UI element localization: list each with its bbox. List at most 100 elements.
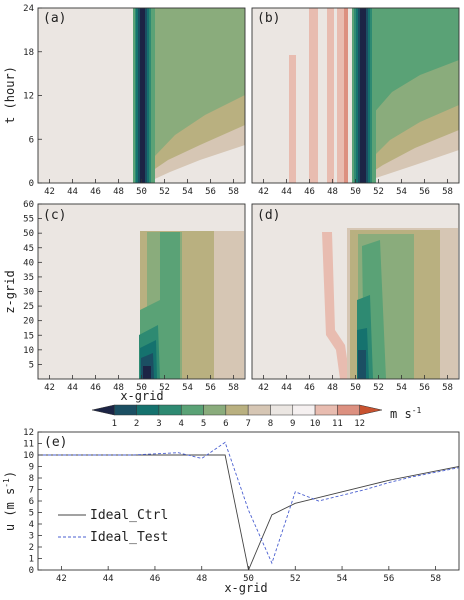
- colorbar-swatch: [359, 404, 383, 416]
- panel-e-ytick-label: 11: [23, 440, 34, 450]
- colorbar-unit: m s-1: [390, 406, 422, 421]
- colorbar-tick-label: 1: [112, 419, 117, 429]
- panel-e-ytick-label: 1: [29, 555, 34, 565]
- colorbar-tick-label: 9: [290, 419, 295, 429]
- panel-a-x-ticks: 42 44 46 48 50 52 54 56 58: [44, 179, 239, 197]
- colorbar-swatch: [270, 404, 294, 416]
- panel-a-contours: [133, 8, 245, 183]
- panel-d-xtick-label: 48: [327, 383, 338, 393]
- panel-d-xtick-label: 46: [304, 383, 315, 393]
- panel-b-x-ticks: 42 44 46 48 50 52 54 56 58: [258, 179, 453, 197]
- panel-c-contours: [139, 231, 244, 379]
- panel-e-ytick-label: 12: [23, 428, 34, 438]
- panel-e-label: (e): [44, 435, 67, 450]
- mid-xlabel: x-grid: [120, 389, 163, 403]
- panel-c-xtick-label: 50: [136, 383, 147, 393]
- panel-a-ytick-label: 24: [23, 4, 34, 14]
- panel-c-ytick-label: 60: [23, 200, 34, 210]
- panel-e-ytick-label: 2: [29, 543, 34, 553]
- panel-a-xtick-label: 42: [44, 187, 55, 197]
- panel-e-xlabel: x-grid: [224, 581, 267, 595]
- colorbar: 1 2 3 4 5 6 7 8 9 10 11 12: [91, 404, 383, 429]
- panel-d-label: (d): [257, 208, 280, 223]
- panel-e-ytick-label: 7: [29, 486, 34, 496]
- panel-e: (e) 42 44 46 48 50 52 54 56 58 0123456789101112 …: [2, 428, 460, 595]
- colorbar-tick-label: 11: [332, 419, 343, 429]
- colorbar-tick-label: 5: [201, 419, 206, 429]
- panel-e-xtick-label: 42: [56, 574, 67, 584]
- colorbar-swatch: [203, 404, 227, 416]
- panel-d-xtick-label: 50: [350, 383, 361, 393]
- colorbar-tick-label: 6: [223, 419, 228, 429]
- colorbar-tick-label: 8: [268, 419, 273, 429]
- colorbar-swatch: [91, 404, 115, 416]
- panel-d-x-ticks: 42 44 46 48 50 52 54 56 58: [258, 375, 453, 393]
- panel-d-xtick-label: 42: [258, 383, 269, 393]
- panel-b-xtick-label: 58: [442, 187, 453, 197]
- panel-c-ytick-label: 55: [23, 215, 34, 225]
- panel-b-xtick-label: 54: [396, 187, 407, 197]
- colorbar-tick-label: 4: [179, 419, 184, 429]
- panel-e-ytick-label: 10: [23, 451, 34, 461]
- panel-e-xtick-label: 56: [383, 574, 394, 584]
- panel-e-ytick-label: 6: [29, 497, 34, 507]
- panel-a-ytick-label: 12: [23, 92, 34, 102]
- panel-c-ytick-label: 15: [23, 331, 34, 341]
- panel-c-xtick-label: 46: [90, 383, 101, 393]
- panel-b-xtick-label: 50: [350, 187, 361, 197]
- panel-c-y-ticks: 5 10 15 20 25 30 35 40 45 50 55 60: [23, 200, 42, 370]
- colorbar-tick-label: 10: [310, 419, 321, 429]
- panel-e-series: [38, 441, 459, 570]
- panel-b-contours: [289, 8, 459, 183]
- panel-c-ytick-label: 50: [23, 229, 34, 239]
- top-ylabel: t (hour): [3, 66, 17, 124]
- colorbar-swatch: [114, 404, 137, 416]
- panel-c-xtick-label: 48: [113, 383, 124, 393]
- colorbar-swatch: [314, 404, 338, 416]
- colorbar-tick-label: 3: [156, 419, 161, 429]
- colorbar-swatch: [247, 404, 271, 416]
- colorbar-tick-label: 7: [245, 419, 250, 429]
- panel-d-xtick-label: 44: [281, 383, 292, 393]
- panel-d-xtick-label: 56: [419, 383, 430, 393]
- panel-e-xtick-label: 54: [337, 574, 348, 584]
- panel-a-label: (a): [43, 11, 66, 26]
- panel-b-xtick-label: 48: [327, 187, 338, 197]
- panel-d-xtick-label: 52: [373, 383, 384, 393]
- panel-c-ytick-label: 10: [23, 346, 34, 356]
- panel-c-ytick-label: 45: [23, 244, 34, 254]
- panel-a-xtick-label: 54: [182, 187, 193, 197]
- panel-b-xtick-label: 56: [419, 187, 430, 197]
- colorbar-tick-label: 12: [354, 419, 365, 429]
- mid-ylabel: z-grid: [3, 270, 17, 313]
- panel-d: (d) 42 44 46 48 50 52 54 56 58: [251, 203, 460, 393]
- panel-e-ylabel: u (m s-1): [2, 471, 17, 531]
- panel-e-xtick-label: 44: [103, 574, 114, 584]
- panel-b-xtick-label: 46: [304, 187, 315, 197]
- panel-e-xtick-label: 48: [196, 574, 207, 584]
- panel-a-xtick-label: 48: [113, 187, 124, 197]
- panel-e-background: [38, 432, 459, 570]
- panel-b: (b) 42 44 46 48 50 52 54 56 58: [251, 7, 460, 197]
- panel-c-xtick-label: 54: [182, 383, 193, 393]
- panel-c-xtick-label: 42: [44, 383, 55, 393]
- panel-a-xtick-label: 52: [159, 187, 170, 197]
- panel-c-label: (c): [43, 208, 66, 223]
- panel-e-xtick-label: 52: [290, 574, 301, 584]
- panel-a-xtick-label: 56: [205, 187, 216, 197]
- colorbar-swatch: [225, 404, 249, 416]
- panel-a-ytick-label: 18: [23, 48, 34, 58]
- panel-b-xtick-label: 52: [373, 187, 384, 197]
- panel-c-ytick-label: 5: [29, 360, 34, 370]
- panel-c-xtick-label: 56: [205, 383, 216, 393]
- panel-c-ytick-label: 35: [23, 273, 34, 283]
- panel-e-xtick-label: 58: [430, 574, 441, 584]
- panel-a-xtick-label: 46: [90, 187, 101, 197]
- panel-e-legend: Ideal_Ctrl Ideal_Test: [58, 508, 168, 545]
- panel-a-ytick-label: 6: [29, 135, 34, 145]
- colorbar-swatch: [136, 404, 160, 416]
- panel-b-xtick-label: 42: [258, 187, 269, 197]
- colorbar-tick-label: 2: [134, 419, 139, 429]
- colorbar-swatch: [158, 404, 182, 416]
